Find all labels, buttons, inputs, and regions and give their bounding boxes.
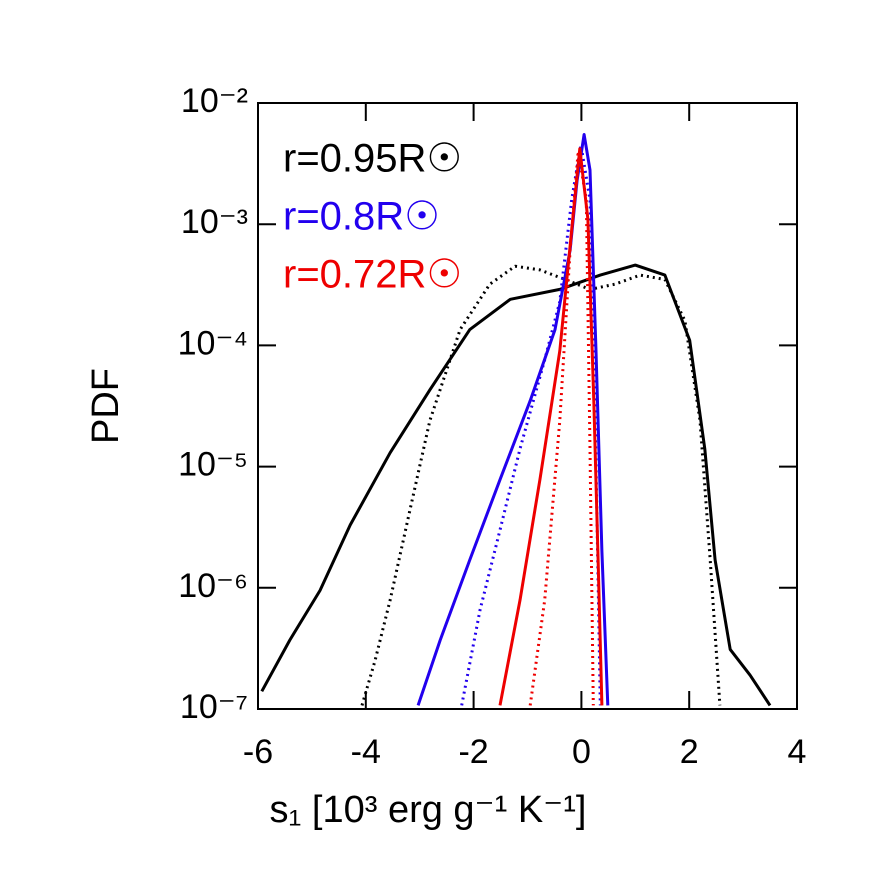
series-line <box>460 143 602 706</box>
x-axis-label: s₁ [10³ erg g⁻¹ K⁻¹] <box>270 789 587 831</box>
x-tick-label: -6 <box>243 733 273 771</box>
x-tick-label: 2 <box>680 733 699 771</box>
series-line <box>416 133 610 706</box>
series-line <box>498 147 604 706</box>
y-tick-label: 10⁻⁷ <box>180 688 248 726</box>
x-tick-label: -2 <box>458 733 488 771</box>
series-line <box>360 264 722 706</box>
x-tick-label: -4 <box>351 733 381 771</box>
legend-entry: r=0.95R☉ <box>283 137 462 181</box>
y-axis-label: PDF <box>85 368 127 444</box>
y-tick-label: 10⁻⁴ <box>178 324 248 362</box>
y-tick-label: 10⁻⁶ <box>178 567 248 605</box>
series-line <box>528 149 595 706</box>
series-line <box>260 263 772 707</box>
legend-entry: r=0.72R☉ <box>283 253 462 297</box>
legend-entry: r=0.8R☉ <box>283 195 440 239</box>
plot-frame <box>257 102 798 710</box>
x-tick-label: 4 <box>788 733 807 771</box>
y-tick-label: 10⁻³ <box>181 203 248 241</box>
x-tick-label: 0 <box>572 733 591 771</box>
y-tick-label: 10⁻⁵ <box>178 446 248 484</box>
y-tick-label: 10⁻² <box>181 82 248 120</box>
